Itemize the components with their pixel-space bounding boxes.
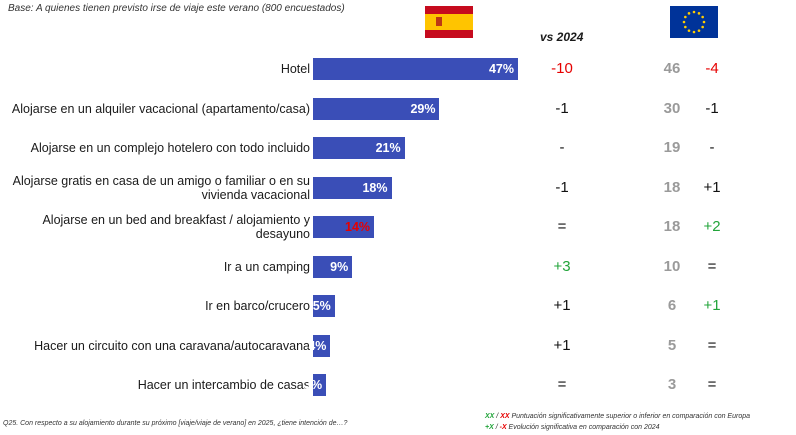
- legend-red-marker: -X: [499, 424, 507, 431]
- eu-star: [684, 15, 687, 19]
- bar-value-label: 29%: [410, 101, 436, 116]
- category-label: Alojarse en un alquiler vacacional (apar…: [11, 101, 310, 116]
- eu-star: [684, 25, 687, 29]
- legend-text: Evolución significativa en comparación c…: [506, 424, 660, 431]
- category-label: Ir a un camping: [223, 259, 310, 274]
- vs-2024-change: =: [557, 218, 567, 235]
- bar: 5%: [313, 295, 335, 317]
- europe-value: 6: [667, 297, 677, 314]
- bar-value-label: 47%: [488, 62, 514, 76]
- category-label: Alojarse en un complejo hotelero con tod…: [30, 141, 310, 155]
- vs-2024-change: =: [557, 376, 567, 393]
- vs-2024-change: -1: [555, 178, 569, 196]
- europe-value: 5: [667, 336, 677, 354]
- europe-value: 10: [663, 257, 681, 275]
- chart-row: Alojarse en un complejo hotelero con tod…: [0, 137, 796, 163]
- bar-value-label: 4%: [308, 338, 327, 353]
- bar: 9%: [313, 255, 353, 278]
- chart-row: Ir en barco/crucero 5% +1 6 +1: [0, 295, 796, 321]
- bar: 3%: [304, 374, 327, 396]
- eu-star: [682, 20, 686, 24]
- bar: 29%: [313, 97, 440, 120]
- chart-row: Hotel 47% -10 46 -4: [0, 58, 796, 84]
- bar-value-label: 21%: [375, 141, 401, 155]
- vs-2024-change: -1: [555, 99, 569, 117]
- eu-star: [702, 20, 706, 24]
- europe-vs-2024-change: =: [707, 376, 717, 393]
- chart-row: Alojarse gratis en casa de un amigo o fa…: [0, 173, 796, 203]
- bar: 14%: [313, 216, 375, 238]
- europe-value: 46: [663, 60, 681, 77]
- eu-star: [692, 30, 696, 34]
- europe-vs-2024-change: +2: [703, 218, 721, 235]
- chart-row: Alojarse en un bed and breakfast / aloja…: [0, 213, 796, 242]
- eu-flag-icon: [670, 6, 718, 38]
- europe-value: 18: [663, 218, 681, 235]
- vs-2024-change: +1: [553, 297, 571, 314]
- category-label: Ir en barco/crucero: [205, 299, 310, 313]
- vs-2024-change: +3: [553, 257, 571, 275]
- legend-line-europe: XX / XX Puntuación significativamente su…: [485, 413, 750, 420]
- legend-red-marker: XX: [500, 413, 510, 420]
- bar: 18%: [313, 176, 392, 199]
- legend-text: Puntuación significativamente superior o…: [509, 413, 750, 420]
- europe-value: 30: [663, 99, 681, 117]
- legend-line-2024: +X / -X Evolución significativa en compa…: [485, 424, 660, 431]
- bar: 4%: [308, 334, 331, 357]
- legend-green-marker: +X: [485, 424, 494, 431]
- eu-star: [692, 10, 696, 14]
- legend-separator: /: [493, 424, 500, 431]
- europe-value: 18: [663, 178, 681, 196]
- category-label: Hotel: [280, 62, 310, 76]
- europe-vs-2024-change: +1: [703, 178, 721, 196]
- eu-star: [697, 12, 701, 15]
- vs-2024-header: vs 2024: [540, 30, 584, 44]
- europe-value: 19: [663, 139, 681, 156]
- category-label: Hacer un circuito con una caravana/autoc…: [34, 338, 310, 353]
- category-label: Alojarse en un bed and breakfast / aloja…: [42, 213, 310, 241]
- chart-row: Hacer un circuito con una caravana/autoc…: [0, 334, 796, 361]
- bar-value-label: 9%: [330, 259, 349, 274]
- europe-vs-2024-change: -4: [705, 60, 719, 77]
- chart-row: Ir a un camping 9% +3 10 =: [0, 255, 796, 282]
- chart-row: Hacer un intercambio de casas 3% = 3 =: [0, 374, 796, 400]
- europe-value: 3: [667, 376, 677, 393]
- europe-vs-2024-change: +1: [703, 297, 721, 314]
- eu-star: [697, 29, 701, 32]
- bar: 47%: [313, 58, 518, 80]
- question-footnote: Q25. Con respecto a su alojamiento duran…: [3, 420, 348, 427]
- bar-value-label: 3%: [304, 378, 323, 392]
- base-note: Base: A quienes tienen previsto irse de …: [8, 3, 345, 14]
- legend-separator: /: [494, 413, 501, 420]
- vs-2024-change: +1: [553, 336, 571, 354]
- eu-star: [701, 15, 704, 19]
- eu-star: [687, 12, 691, 15]
- europe-vs-2024-change: =: [707, 336, 717, 354]
- eu-star: [687, 29, 691, 32]
- spain-flag-icon: [425, 6, 473, 38]
- chart-row: Alojarse en un alquiler vacacional (apar…: [0, 97, 796, 124]
- eu-star: [701, 25, 704, 29]
- category-label: Hacer un intercambio de casas: [137, 378, 310, 392]
- vs-2024-change: -10: [551, 60, 573, 77]
- vs-2024-change: -: [559, 139, 565, 156]
- europe-vs-2024-change: -: [709, 139, 715, 156]
- bar-value-label: 18%: [362, 180, 388, 195]
- europe-vs-2024-change: -1: [705, 99, 719, 117]
- bar-value-label: 14%: [345, 220, 371, 234]
- bar-value-label: 5%: [312, 299, 331, 313]
- europe-vs-2024-change: =: [707, 257, 717, 275]
- legend-green-marker: XX: [485, 413, 495, 420]
- bar: 21%: [313, 137, 405, 159]
- category-label: Alojarse gratis en casa de un amigo o fa…: [12, 173, 310, 202]
